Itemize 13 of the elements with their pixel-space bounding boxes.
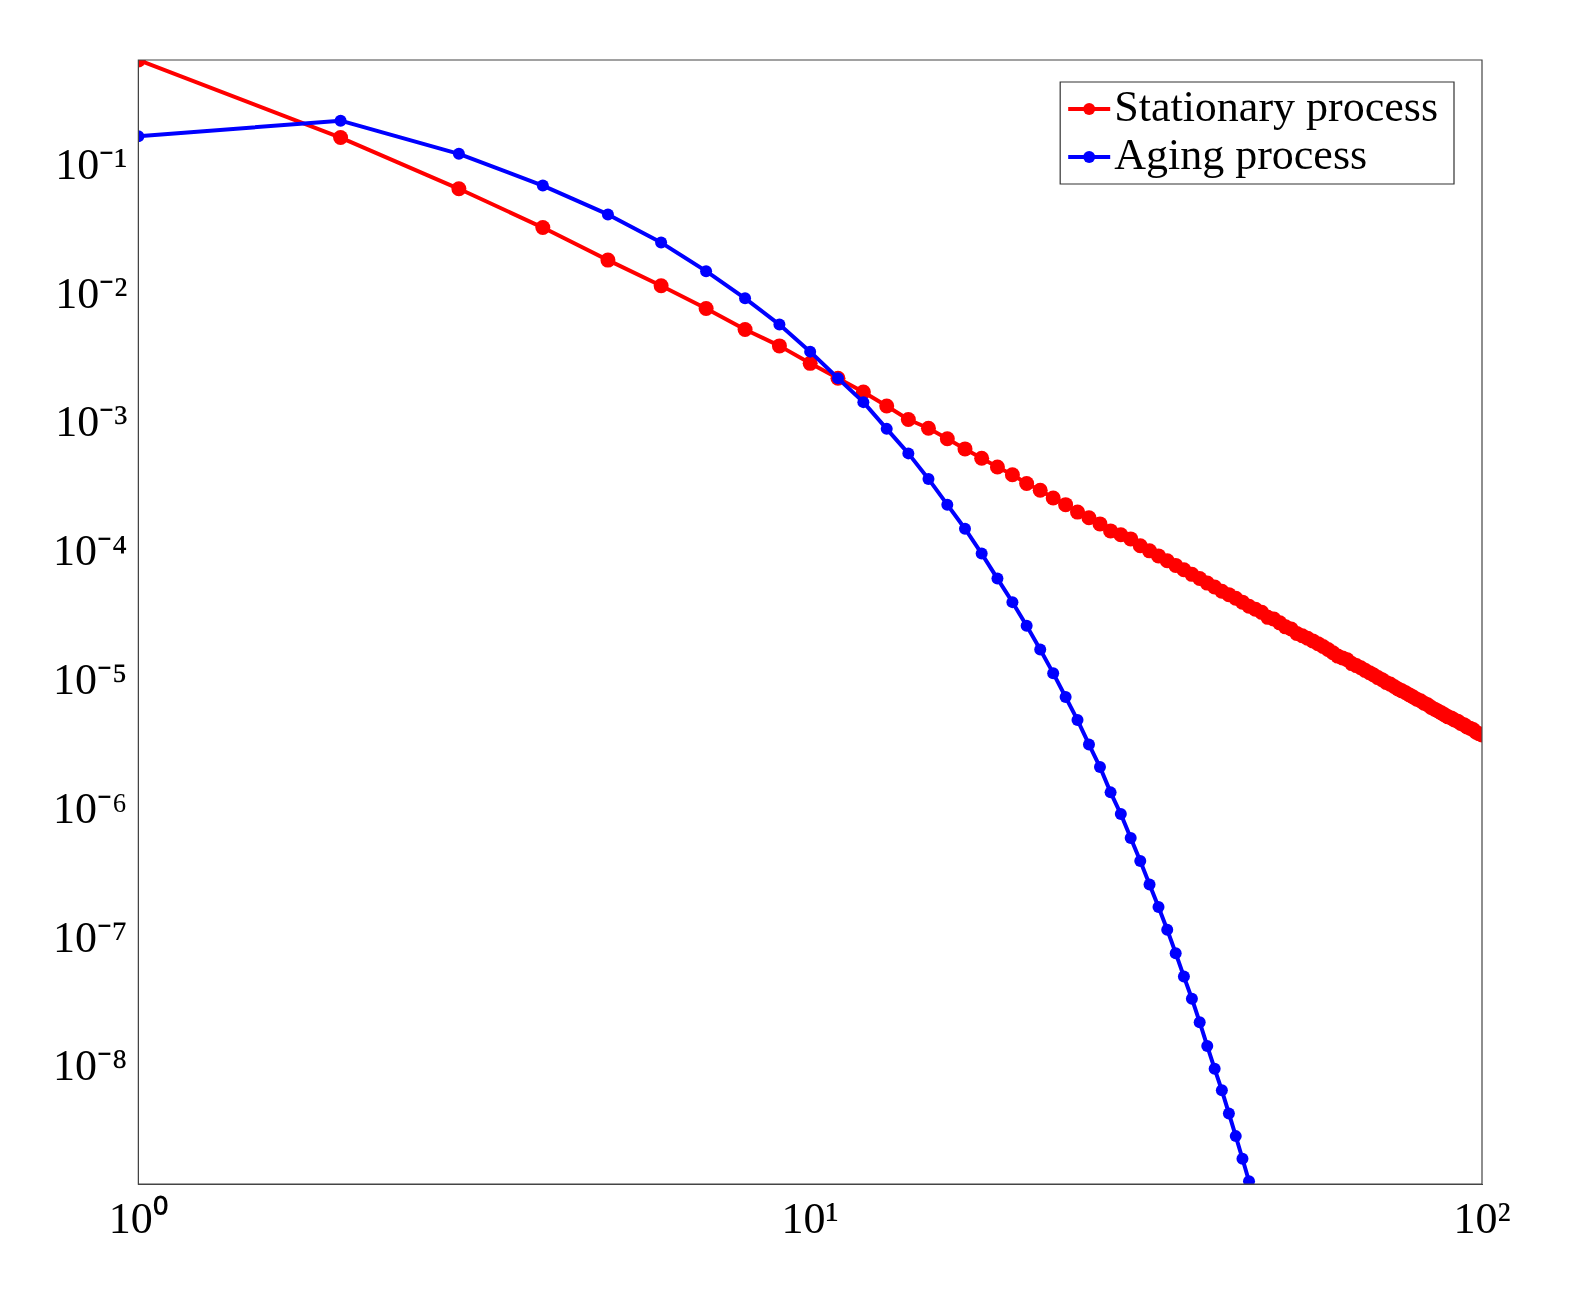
y-tick-label: 10⁻¹	[55, 139, 128, 189]
legend-label: Stationary process	[1114, 81, 1438, 131]
y-tick-label: 10⁻³	[55, 397, 128, 447]
legend-label: Aging process	[1114, 129, 1368, 179]
y-tick-label: 10⁻⁴	[53, 526, 128, 576]
y-tick-label: 10⁻⁷	[53, 912, 128, 962]
x-tick-label: 10²	[1453, 1194, 1511, 1244]
x-tick-label: 10⁰	[108, 1194, 168, 1244]
y-tick-label: 10⁻⁵	[53, 654, 128, 704]
y-tick-label: 10⁻⁶	[53, 783, 128, 833]
y-tick-label: 10⁻²	[55, 268, 128, 318]
y-tick-label: 10⁻⁸	[53, 1041, 128, 1091]
x-tick-label: 10¹	[781, 1194, 839, 1244]
